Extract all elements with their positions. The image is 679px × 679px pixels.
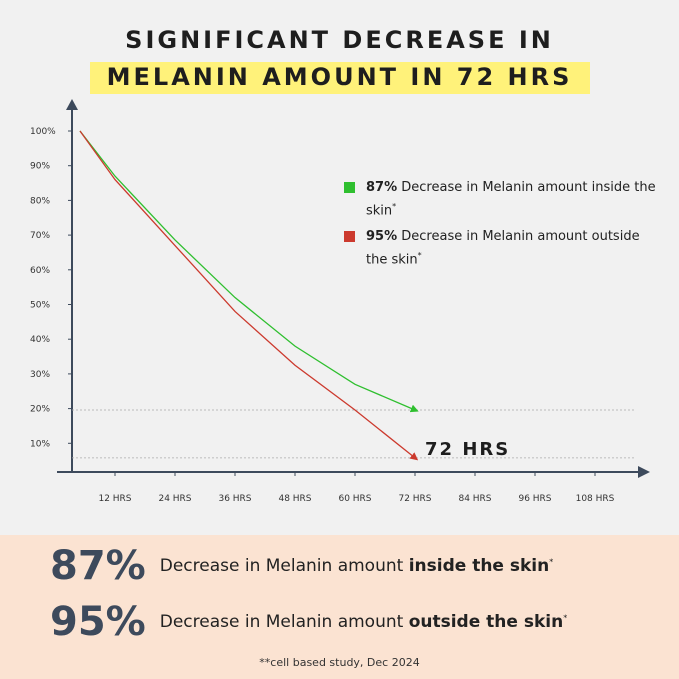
annotation: 72 HRS <box>425 439 510 460</box>
summary-value: 87% <box>50 543 146 589</box>
legend-swatch <box>344 182 355 193</box>
x-tick-label: 108 HRS <box>576 494 615 504</box>
footnote: **cell based study, Dec 2024 <box>259 656 420 669</box>
x-tick-label: 60 HRS <box>338 494 371 504</box>
chart: 10% 20% 30% 40% 50% 60% 70% 80% 90% 100% 12 HRS 24 … <box>30 99 650 504</box>
y-tick-label: 80% <box>30 196 50 206</box>
legend-mark: * <box>392 202 397 211</box>
x-tick-label: 72 HRS <box>398 494 431 504</box>
legend-entry: 87% Decrease in Melanin amount inside th… <box>344 178 664 220</box>
legend-swatch <box>344 231 355 242</box>
summary-emphasis: inside the skin <box>408 556 550 576</box>
y-tick-label: 20% <box>30 405 50 415</box>
title-line: SIGNIFICANT DECREASE IN <box>125 26 554 54</box>
summary-row: 95% Decrease in Melanin amount outside th… <box>50 599 567 645</box>
legend-label: Decrease in Melanin amount outside the s… <box>366 229 640 268</box>
y-axis-arrow <box>66 99 78 110</box>
legend-label: Decrease in Melanin amount inside the sk… <box>366 180 656 219</box>
summary-emphasis: outside the skin <box>408 612 564 632</box>
title-highlight <box>90 62 590 94</box>
legend-mark: * <box>417 251 422 260</box>
x-tick-label: 84 HRS <box>458 494 491 504</box>
summary-panel <box>0 535 679 679</box>
legend-value: 87% <box>366 180 398 195</box>
y-tick-label: 10% <box>30 439 50 449</box>
y-tick-label: 70% <box>30 231 50 241</box>
y-tick-label: 90% <box>30 162 50 172</box>
x-tick-label: 36 HRS <box>218 494 251 504</box>
x-tick-label: 48 HRS <box>278 494 311 504</box>
summary-text: Decrease in Melanin amount <box>159 556 404 576</box>
y-tick-label: 100% <box>30 127 56 137</box>
y-tick-label: 50% <box>30 301 50 311</box>
x-tick-label: 96 HRS <box>518 494 551 504</box>
x-axis-arrow <box>638 466 650 478</box>
summary-row: 87% Decrease in Melanin amount inside the… <box>50 543 553 589</box>
series-line <box>79 130 419 461</box>
x-tick-label: 12 HRS <box>98 494 131 504</box>
series-line <box>79 130 419 413</box>
legend-value: 95% <box>366 229 398 244</box>
y-tick-label: 30% <box>30 370 50 380</box>
y-tick-label: 60% <box>30 266 50 276</box>
title-line: MELANIN AMOUNT IN 72 HRS <box>106 63 573 91</box>
y-tick-label: 40% <box>30 335 50 345</box>
x-tick-label: 24 HRS <box>158 494 191 504</box>
summary-mark: * <box>549 557 554 567</box>
summary-mark: * <box>563 613 568 623</box>
summary-value: 95% <box>50 599 146 645</box>
summary-text: Decrease in Melanin amount <box>159 612 404 632</box>
legend-entry: 95% Decrease in Melanin amount outside t… <box>344 227 664 269</box>
